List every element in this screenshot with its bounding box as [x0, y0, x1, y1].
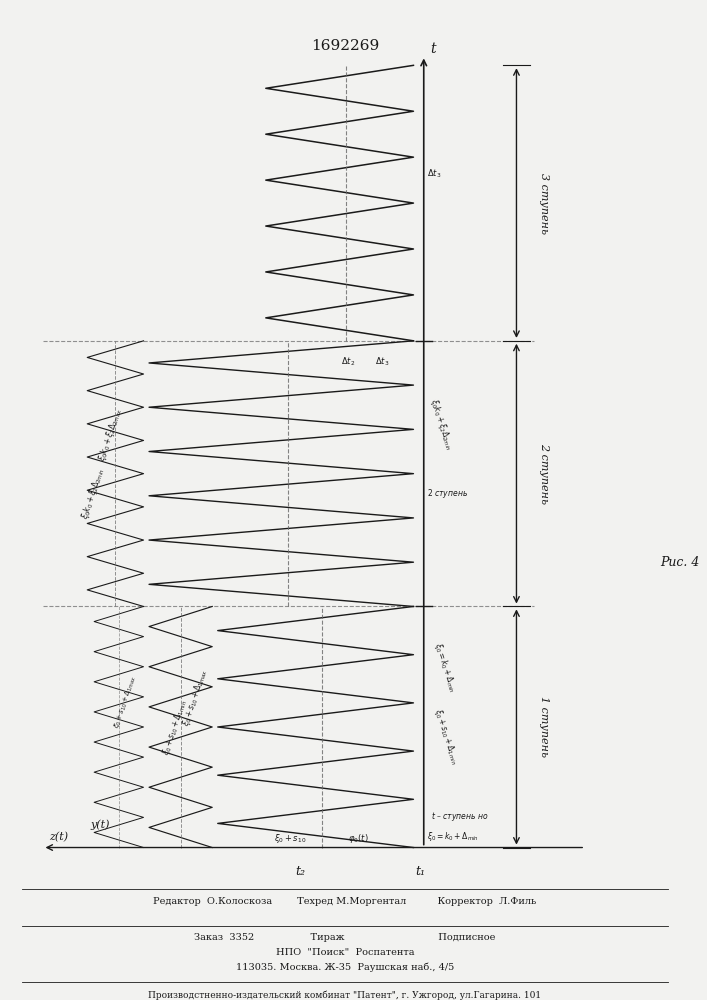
- Text: $\Delta t_3$: $\Delta t_3$: [427, 167, 441, 180]
- Text: $t$ – ступень но: $t$ – ступень но: [431, 810, 489, 823]
- Text: t₁: t₁: [415, 865, 426, 878]
- Text: $\xi_0 + s_{10}$: $\xi_0 + s_{10}$: [274, 832, 306, 845]
- Text: 1 ступень: 1 ступень: [539, 696, 549, 757]
- Text: 113035. Москва. Ж-35  Раушская наб., 4/5: 113035. Москва. Ж-35 Раушская наб., 4/5: [235, 963, 454, 972]
- Text: $\xi_0=k_0+\Delta_{min}$: $\xi_0=k_0+\Delta_{min}$: [427, 830, 479, 843]
- Text: Производстненно-издательский комбинат "Патент", г. Ужгород, ул.Гагарина. 101: Производстненно-издательский комбинат "П…: [148, 990, 542, 1000]
- Text: $\xi_0k_0+\xi_2\Delta_{2min}$: $\xi_0k_0+\xi_2\Delta_{2min}$: [79, 466, 108, 521]
- Text: $\Delta t_3$: $\Delta t_3$: [375, 356, 390, 368]
- Text: 1692269: 1692269: [310, 39, 379, 53]
- Text: $2$ ступень: $2$ ступень: [427, 487, 468, 500]
- Text: Рис. 4: Рис. 4: [660, 556, 700, 569]
- Text: Редактор  О.Колоскоза        Техред М.Моргентал          Корректор  Л.Филь: Редактор О.Колоскоза Техред М.Моргентал …: [153, 897, 537, 906]
- Text: $\varphi_0(t)$: $\varphi_0(t)$: [349, 832, 369, 845]
- Text: $\xi_0+s_{10}+\Delta_{1max}$: $\xi_0+s_{10}+\Delta_{1max}$: [180, 667, 211, 728]
- Text: t₂: t₂: [295, 865, 305, 878]
- Text: $\xi_0+s_{10}+\Delta_{1min}$: $\xi_0+s_{10}+\Delta_{1min}$: [431, 707, 461, 766]
- Text: Заказ  3352                  Тираж                              Подписное: Заказ 3352 Тираж Подписное: [194, 933, 496, 942]
- Text: y(t): y(t): [90, 819, 110, 830]
- Text: t: t: [431, 42, 436, 56]
- Text: 3 ступень: 3 ступень: [539, 173, 549, 234]
- Text: $\xi_0+s_{10}+\Delta_{1min}$: $\xi_0+s_{10}+\Delta_{1min}$: [160, 697, 190, 757]
- Text: $\xi_0k_0+\xi_2\Delta_{2min}$: $\xi_0k_0+\xi_2\Delta_{2min}$: [427, 397, 456, 452]
- Text: $\Delta t_2$: $\Delta t_2$: [341, 356, 356, 368]
- Text: z(t): z(t): [49, 832, 69, 843]
- Text: 2 ступень: 2 ступень: [539, 443, 549, 504]
- Text: НПО  "Поиск"  Роспатента: НПО "Поиск" Роспатента: [276, 948, 414, 957]
- Text: $\xi_0k_0+\xi_2\Delta_{2max}$: $\xi_0k_0+\xi_2\Delta_{2max}$: [95, 406, 125, 463]
- Text: $\xi_0=k_0+\Delta_{min}$: $\xi_0=k_0+\Delta_{min}$: [431, 641, 459, 695]
- Text: $\xi_0+s_{10}+\Delta_{1max}$: $\xi_0+s_{10}+\Delta_{1max}$: [112, 675, 139, 730]
